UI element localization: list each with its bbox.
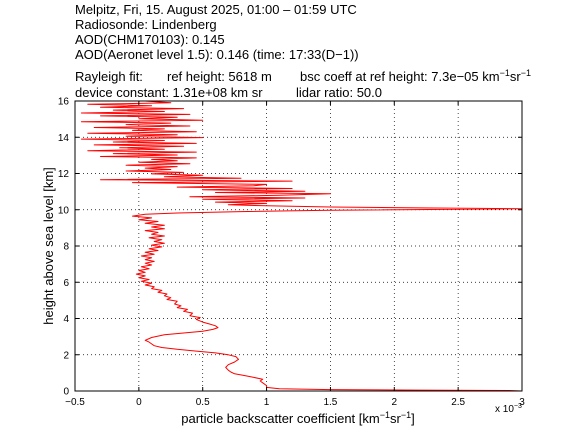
x-tick-label: 3 <box>519 397 525 408</box>
x-axis-label-sup1: −1 <box>380 410 390 420</box>
data-series <box>80 100 523 392</box>
header-bsc-coeff-text: bsc coeff at ref height: 7.3e−05 km <box>300 69 500 84</box>
x-tick-label: 2.5 <box>451 397 465 408</box>
x-axis-multiplier: x 10−3 <box>495 403 522 415</box>
y-tick-label: 10 <box>58 205 70 216</box>
header-rayleigh-fit: Rayleigh fit: <box>75 69 143 84</box>
x-axis-multiplier-exp: −3 <box>514 403 522 410</box>
header-bsc-coeff-sup1: −1 <box>500 68 510 78</box>
header-line-aod-chm: AOD(CHM170103): 0.145 <box>75 32 225 47</box>
x-tick-label: 2 <box>392 397 398 408</box>
series-line <box>80 100 523 392</box>
x-axis-label-end: ] <box>411 411 415 426</box>
header-line-radiosonde: Radiosonde: Lindenberg <box>75 17 217 32</box>
y-tick-label: 4 <box>63 314 69 325</box>
x-tick-label: −0.5 <box>65 397 85 408</box>
header-line-location-time: Melpitz, Fri, 15. August 2025, 01:00 – 0… <box>75 2 357 17</box>
header-lidar-ratio: lidar ratio: 50.0 <box>296 85 382 100</box>
y-tick-label: 6 <box>63 278 69 289</box>
x-axis-label-mid: sr <box>390 411 402 426</box>
y-tick-label: 2 <box>63 350 69 361</box>
y-tick-label: 14 <box>58 133 70 144</box>
header-bsc-coeff-sup2: −1 <box>521 68 531 78</box>
x-axis-label: particle backscatter coefficient [km−1sr… <box>181 410 414 426</box>
axis-ticks <box>74 100 523 392</box>
x-tick-label: 0.5 <box>196 397 210 408</box>
x-axis-multiplier-text: x 10 <box>495 404 514 415</box>
y-tick-labels: 0 2 4 6 8 10 12 14 16 <box>58 97 70 398</box>
x-tick-label: 1.5 <box>323 397 337 408</box>
y-axis-label: height above sea level [km] <box>41 167 56 325</box>
header-bsc-coeff-mid: sr <box>510 69 522 84</box>
header-device-constant: device constant: 1.31e+08 km sr <box>75 85 263 100</box>
y-tick-label: 8 <box>63 242 69 253</box>
header-line-aod-aeronet: AOD(Aeronet level 1.5): 0.146 (time: 17:… <box>75 47 359 62</box>
x-axis-label-sup2: −1 <box>401 410 411 420</box>
x-tick-label: 1 <box>264 397 270 408</box>
x-tick-label: 0 <box>136 397 142 408</box>
y-tick-label: 0 <box>63 387 69 398</box>
y-tick-label: 16 <box>58 97 70 108</box>
x-axis-label-text: particle backscatter coefficient [km <box>181 411 379 426</box>
y-tick-label: 12 <box>58 169 70 180</box>
x-tick-labels: −0.5 0 0.5 1 1.5 2 2.5 3 <box>65 397 525 408</box>
header-bsc-coeff: bsc coeff at ref height: 7.3e−05 km−1sr−… <box>300 68 531 84</box>
header-ref-height: ref height: 5618 m <box>167 69 272 84</box>
